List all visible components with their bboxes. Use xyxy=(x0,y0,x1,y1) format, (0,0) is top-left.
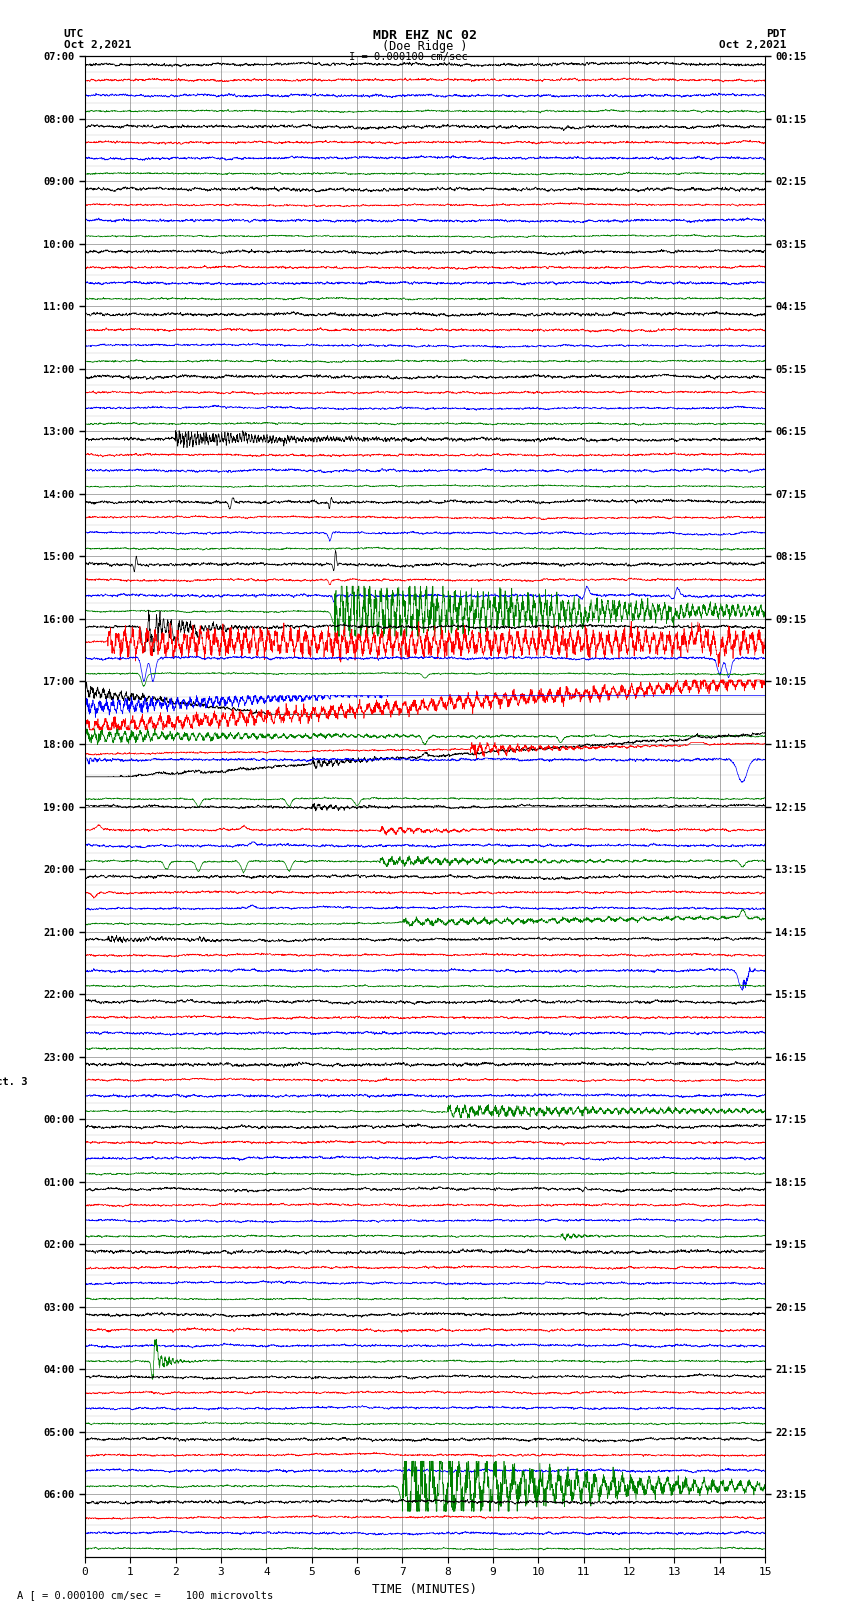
Text: MDR EHZ NC 02: MDR EHZ NC 02 xyxy=(373,29,477,42)
X-axis label: TIME (MINUTES): TIME (MINUTES) xyxy=(372,1582,478,1595)
Text: I = 0.000100 cm/sec: I = 0.000100 cm/sec xyxy=(348,52,468,61)
Text: Oct. 3: Oct. 3 xyxy=(0,1076,27,1087)
Text: Oct 2,2021: Oct 2,2021 xyxy=(719,40,786,50)
Text: Oct 2,2021: Oct 2,2021 xyxy=(64,40,131,50)
Text: UTC: UTC xyxy=(64,29,84,39)
Text: (Doe Ridge ): (Doe Ridge ) xyxy=(382,40,468,53)
Text: A [ = 0.000100 cm/sec =    100 microvolts: A [ = 0.000100 cm/sec = 100 microvolts xyxy=(17,1590,273,1600)
Text: PDT: PDT xyxy=(766,29,786,39)
